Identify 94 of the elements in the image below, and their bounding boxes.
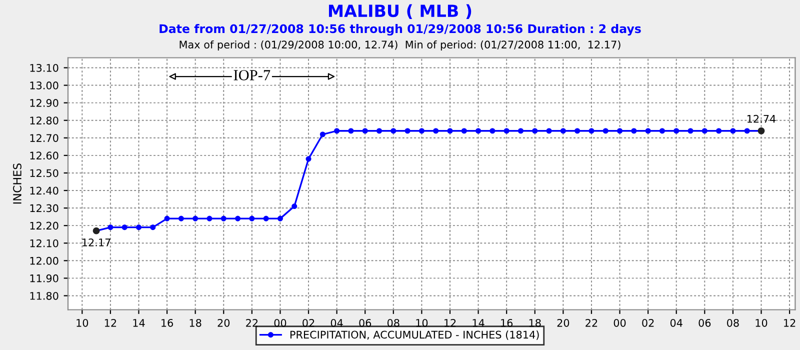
point: [136, 224, 142, 230]
point: [716, 128, 722, 134]
x-tick-label: 14: [133, 319, 145, 327]
point: [588, 128, 594, 134]
x-tick-label: 08: [387, 318, 400, 327]
point: [418, 128, 424, 134]
y-tick-label: 12.30: [30, 204, 58, 212]
point: [702, 128, 708, 134]
point: [616, 128, 623, 134]
point: [362, 128, 368, 134]
point: [206, 216, 212, 222]
point: [674, 128, 680, 134]
point: [390, 128, 396, 134]
x-tick-label: 04: [670, 318, 682, 327]
y-tick-label: 13.00: [30, 82, 58, 90]
x-tick-label: 00: [614, 318, 626, 327]
point: [532, 128, 538, 134]
point: [490, 128, 496, 134]
point: [306, 156, 312, 162]
point: [249, 216, 255, 222]
point: [220, 216, 226, 222]
point: [518, 128, 524, 134]
point: [108, 224, 114, 230]
x-tick-label: 10: [416, 318, 428, 327]
y-tick-label: 12.60: [30, 152, 58, 160]
y-tick-label: 12.20: [30, 222, 58, 230]
text: Max of period : (01/29/2008 10:00, 12.74) Min of period: (01/27/2008 11:00, 12.17): [180, 40, 620, 51]
x-tick-label: 12: [784, 318, 796, 327]
x-tick-label: 18: [529, 318, 541, 327]
point: [164, 216, 170, 222]
x-tick-label: 16: [501, 318, 513, 327]
x-tick-label: 18: [190, 318, 202, 327]
point: [645, 128, 651, 134]
y-tick-label: 12.80: [30, 116, 58, 124]
y-tick-label: 12.70: [30, 134, 58, 142]
annotation: IOP-7: [234, 70, 270, 80]
x-tick-label: 14: [472, 319, 484, 327]
y-tick-label: 12.40: [30, 186, 58, 195]
point: [404, 128, 410, 134]
point: [263, 216, 269, 222]
point: [178, 216, 184, 222]
x-tick-label: 02: [302, 318, 314, 327]
y-tick-label: 12.00: [30, 256, 58, 265]
annotation: 12.74: [747, 114, 776, 123]
x-tick-label: 10: [756, 318, 768, 327]
x-tick-label: 06: [698, 318, 711, 327]
point: [348, 128, 354, 134]
point: [744, 128, 750, 134]
x-tick-label: 16: [162, 318, 174, 327]
y-tick-label: 11.90: [30, 274, 58, 282]
point: [546, 128, 552, 134]
point: [433, 128, 439, 134]
x-tick-label: 00: [274, 318, 286, 327]
point: [688, 128, 694, 134]
x-tick-label: 22: [586, 318, 598, 327]
x-tick-label: 20: [218, 318, 230, 327]
x-tick-label: 20: [557, 318, 570, 327]
point: [461, 128, 467, 134]
y-tick-label: 12.50: [30, 169, 58, 178]
chart-subtitle: Date from 01/27/2008 10:56 through 01/29/2008 10:56 Duration : 2 days: [160, 24, 641, 36]
point: [334, 128, 340, 134]
y-tick-label: 11.80: [30, 292, 58, 300]
point: [602, 128, 608, 134]
point: [320, 132, 326, 138]
legend-label: PRECIPITATION, ACCUMULATED - INCHES (1814): [290, 330, 539, 340]
point: [560, 128, 566, 134]
x-tick-label: 02: [642, 318, 654, 327]
point: [659, 128, 665, 134]
annotation: 12.17: [82, 238, 110, 246]
x-tick-label: 12: [104, 318, 116, 327]
x-tick-label: 10: [76, 318, 88, 327]
point: [234, 216, 241, 222]
point: [150, 224, 156, 230]
point: [192, 216, 198, 222]
point: [631, 128, 637, 134]
point: [447, 128, 453, 134]
point: [277, 216, 283, 222]
chart-title: MALIBU ( MLB ): [328, 4, 472, 20]
point: [122, 224, 128, 230]
y-tick-label: 13.10: [30, 64, 58, 72]
point: [574, 128, 580, 134]
y-axis-title: INCHES: [13, 163, 22, 204]
y-tick-label: 12.90: [30, 99, 58, 107]
x-tick-label: 08: [727, 318, 739, 327]
point: [730, 128, 736, 134]
point: [376, 128, 382, 134]
x-tick-label: 04: [330, 318, 343, 327]
point: [292, 204, 298, 210]
x-tick-label: 12: [444, 318, 456, 327]
x-tick-label: 22: [246, 318, 258, 327]
x-tick-label: 06: [359, 318, 372, 327]
point: [476, 128, 482, 134]
y-tick-label: 12.10: [30, 239, 58, 248]
point: [504, 128, 510, 134]
